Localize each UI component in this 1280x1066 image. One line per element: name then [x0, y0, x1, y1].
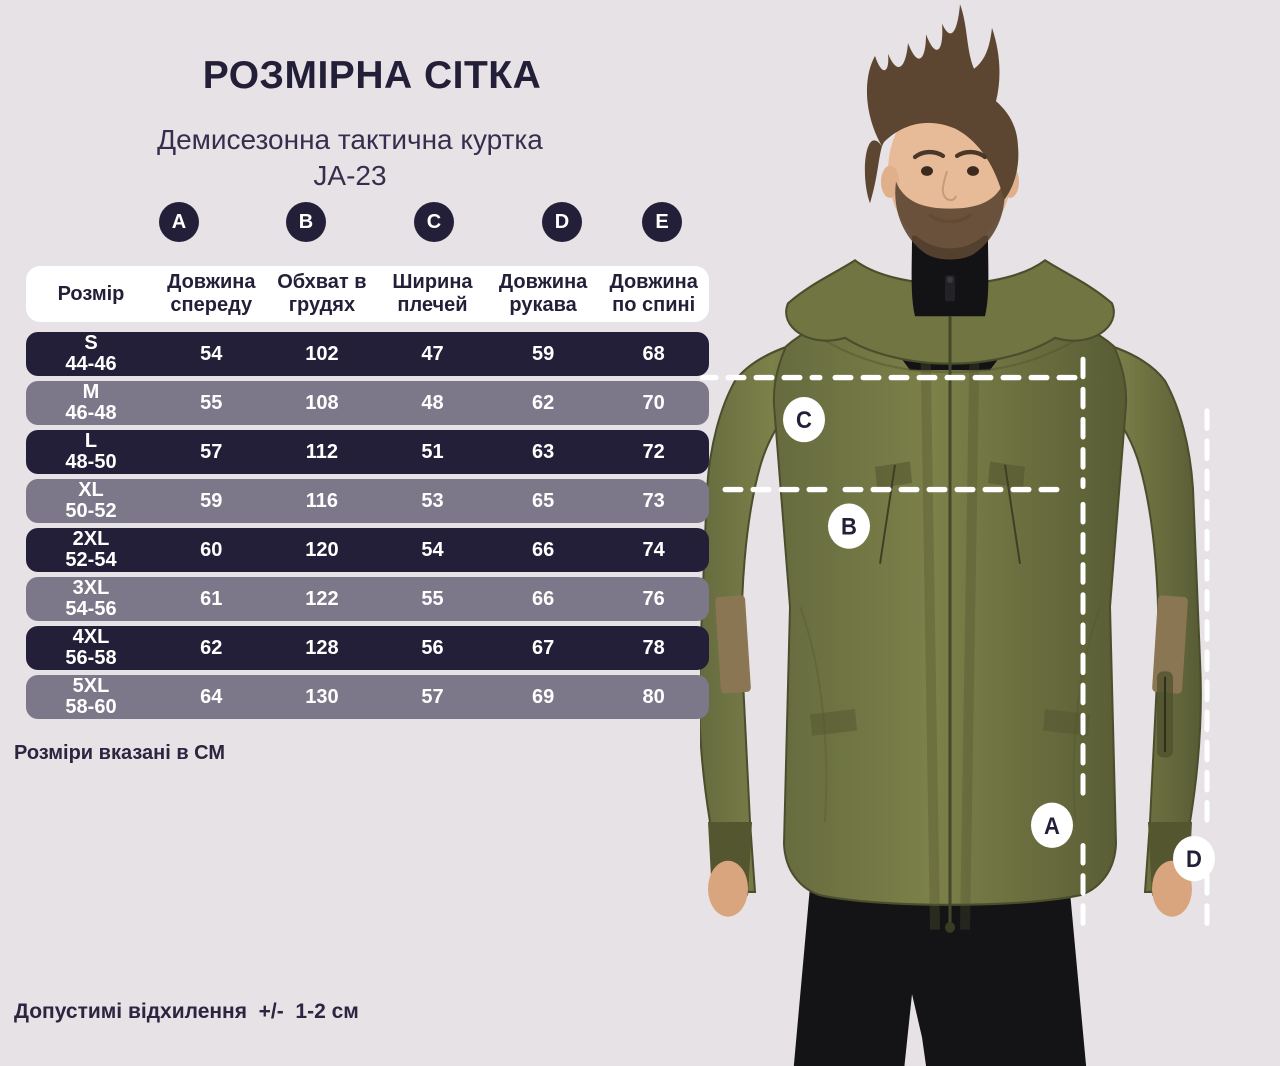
svg-text:C: C: [796, 406, 812, 433]
svg-text:B: B: [841, 513, 857, 540]
svg-text:A: A: [1044, 812, 1060, 839]
svg-text:D: D: [1186, 845, 1202, 872]
